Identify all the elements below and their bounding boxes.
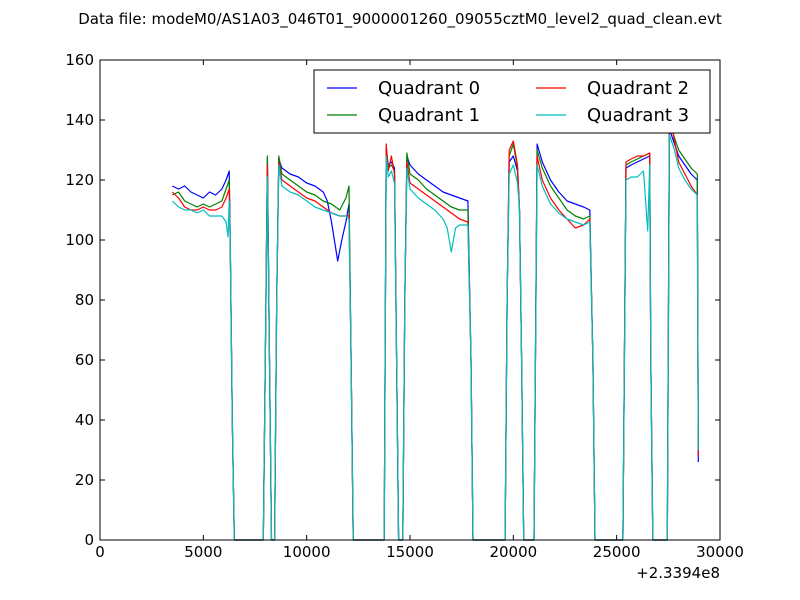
series-line-quadrant-1 — [172, 119, 699, 541]
series-line-quadrant-2 — [171, 113, 699, 541]
y-tick-label: 40 — [75, 411, 94, 429]
chart-title: Data file: modeM0/AS1A03_046T01_90000012… — [78, 10, 722, 29]
x-tick-label: 5000 — [184, 543, 222, 561]
plot-lines — [171, 113, 699, 541]
legend-label-quadrant-3: Quadrant 3 — [587, 105, 689, 126]
x-tick-label: 25000 — [593, 543, 641, 561]
series-line-quadrant-3 — [171, 134, 699, 541]
y-tick-label: 100 — [65, 231, 94, 249]
y-tick-label: 160 — [65, 51, 94, 69]
y-tick-label: 120 — [65, 171, 94, 189]
x-tick-label: 15000 — [386, 543, 434, 561]
y-tick-label: 0 — [84, 531, 94, 549]
x-tick-label: 0 — [95, 543, 105, 561]
series-line-quadrant-0 — [172, 128, 699, 541]
legend-box — [313, 69, 711, 134]
x-tick-label: 20000 — [489, 543, 537, 561]
x-axis-offset-label: +2.3394e8 — [636, 564, 720, 582]
y-tick-label: 140 — [65, 111, 94, 129]
legend-label-quadrant-2: Quadrant 2 — [587, 78, 689, 99]
y-tick-label: 20 — [75, 471, 94, 489]
y-tick-label: 80 — [75, 291, 94, 309]
x-tick-label: 10000 — [283, 543, 331, 561]
x-axis: 0 5000 10000 15000 20000 25000 30000 — [95, 60, 744, 561]
legend: Quadrant 0 Quadrant 1 Quadrant 2 Quadrant 3 — [313, 69, 711, 134]
y-tick-label: 60 — [75, 351, 94, 369]
legend-label-quadrant-1: Quadrant 1 — [378, 105, 480, 126]
legend-label-quadrant-0: Quadrant 0 — [378, 78, 480, 99]
y-axis: 0 20 40 60 80 100 120 140 160 — [65, 51, 720, 549]
x-tick-label: 30000 — [696, 543, 744, 561]
